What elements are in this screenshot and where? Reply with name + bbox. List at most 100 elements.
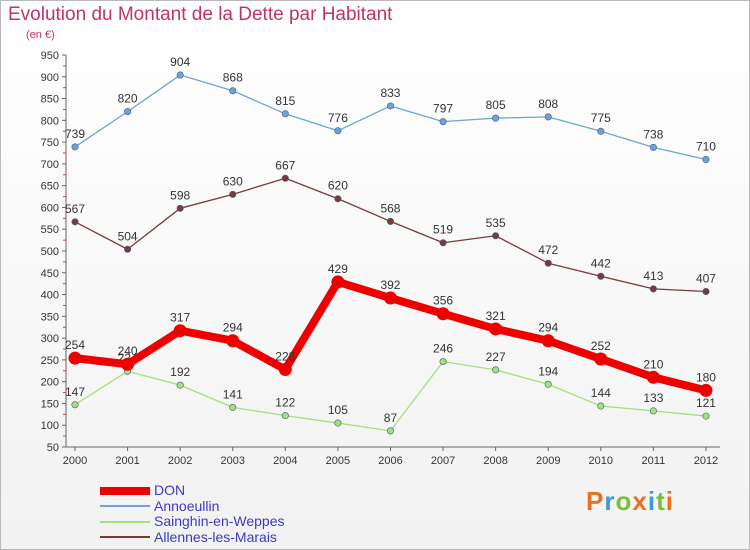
data-point xyxy=(173,324,187,338)
y-tick-label: 300 xyxy=(41,333,59,345)
data-point xyxy=(383,291,397,305)
y-tick-label: 150 xyxy=(41,398,59,410)
data-label: 833 xyxy=(380,86,400,100)
data-point xyxy=(121,357,135,371)
data-label: 144 xyxy=(591,386,611,400)
data-point xyxy=(176,204,184,212)
x-tick-label: 2000 xyxy=(63,455,87,467)
data-label: 815 xyxy=(275,94,295,108)
data-label: 820 xyxy=(118,92,138,106)
data-point xyxy=(68,351,82,365)
logo-letter: x xyxy=(632,486,648,516)
y-tick-label: 350 xyxy=(41,311,59,323)
data-point xyxy=(649,285,657,293)
data-point xyxy=(439,118,447,126)
data-label: 504 xyxy=(118,229,138,243)
data-label: 519 xyxy=(433,223,453,237)
data-point xyxy=(278,362,292,376)
data-point xyxy=(597,272,605,280)
proxiti-logo: Proxiti xyxy=(586,486,674,517)
data-label: 472 xyxy=(538,243,558,257)
data-point xyxy=(544,113,552,121)
data-label: 133 xyxy=(643,391,663,405)
data-point xyxy=(281,412,289,420)
x-tick-label: 2008 xyxy=(483,455,507,467)
data-point xyxy=(124,108,132,116)
data-point xyxy=(702,156,710,164)
data-label: 904 xyxy=(170,55,190,69)
legend-swatch xyxy=(100,536,150,539)
x-tick-label: 2009 xyxy=(536,455,560,467)
data-point xyxy=(281,174,289,182)
legend: DON Annoeullin Sainghin-en-Weppes Allennes-… xyxy=(100,483,285,545)
data-point xyxy=(544,380,552,388)
data-label: 105 xyxy=(328,403,348,417)
data-label: 228 xyxy=(275,349,295,363)
data-point xyxy=(649,143,657,151)
data-label: 598 xyxy=(170,188,190,202)
data-point xyxy=(71,218,79,226)
data-label: 147 xyxy=(65,385,85,399)
data-label: 407 xyxy=(696,272,716,286)
y-tick-label: 550 xyxy=(41,224,59,236)
data-point xyxy=(597,127,605,135)
data-point xyxy=(489,322,503,336)
legend-item: Annoeullin xyxy=(100,498,285,515)
logo-letter: i xyxy=(647,486,657,516)
x-tick-label: 2011 xyxy=(642,455,666,467)
data-label: 630 xyxy=(223,174,243,188)
data-point xyxy=(229,403,237,411)
data-point xyxy=(334,419,342,427)
data-point xyxy=(439,239,447,247)
y-tick-label: 950 xyxy=(41,50,59,62)
chart-title: Evolution du Montant de la Dette par Hab… xyxy=(8,4,393,25)
chart-subtitle: (en €) xyxy=(26,29,55,41)
data-label: 246 xyxy=(433,342,453,356)
data-label: 739 xyxy=(65,127,85,141)
data-point xyxy=(71,401,79,409)
data-label: 797 xyxy=(433,102,453,116)
y-tick-label: 700 xyxy=(41,159,59,171)
data-point xyxy=(492,114,500,122)
y-tick-label: 750 xyxy=(41,137,59,149)
data-label: 808 xyxy=(538,97,558,111)
data-point xyxy=(702,412,710,420)
data-point xyxy=(597,402,605,410)
x-tick-label: 2001 xyxy=(115,455,139,467)
data-point xyxy=(646,370,660,384)
data-label: 240 xyxy=(118,344,138,358)
data-label: 317 xyxy=(170,311,190,325)
y-tick-label: 250 xyxy=(41,355,59,367)
legend-label: DON xyxy=(154,482,186,499)
y-tick-label: 100 xyxy=(41,420,59,432)
x-tick-label: 2004 xyxy=(273,455,297,467)
y-tick-label: 200 xyxy=(41,377,59,389)
y-tick-label: 500 xyxy=(41,246,59,258)
data-label: 254 xyxy=(65,338,85,352)
data-label: 192 xyxy=(170,365,190,379)
data-label: 775 xyxy=(591,111,611,125)
data-point xyxy=(386,427,394,435)
legend-swatch xyxy=(100,520,150,523)
data-label: 620 xyxy=(328,179,348,193)
legend-swatch xyxy=(100,486,150,495)
data-label: 535 xyxy=(486,216,506,230)
data-point xyxy=(226,334,240,348)
data-point xyxy=(281,110,289,118)
data-point xyxy=(699,383,713,397)
data-point xyxy=(544,259,552,267)
logo-letter: r xyxy=(604,486,616,516)
legend-label: Sainghin-en-Weppes xyxy=(154,513,285,530)
y-tick-label: 450 xyxy=(41,268,59,280)
data-label: 738 xyxy=(643,127,663,141)
data-label: 121 xyxy=(696,396,716,410)
x-tick-label: 2002 xyxy=(168,455,192,467)
data-point xyxy=(386,102,394,110)
data-point xyxy=(439,358,447,366)
x-tick-label: 2010 xyxy=(589,455,613,467)
data-label: 667 xyxy=(275,158,295,172)
x-tick-label: 2012 xyxy=(694,455,718,467)
logo-letter: o xyxy=(615,486,633,516)
